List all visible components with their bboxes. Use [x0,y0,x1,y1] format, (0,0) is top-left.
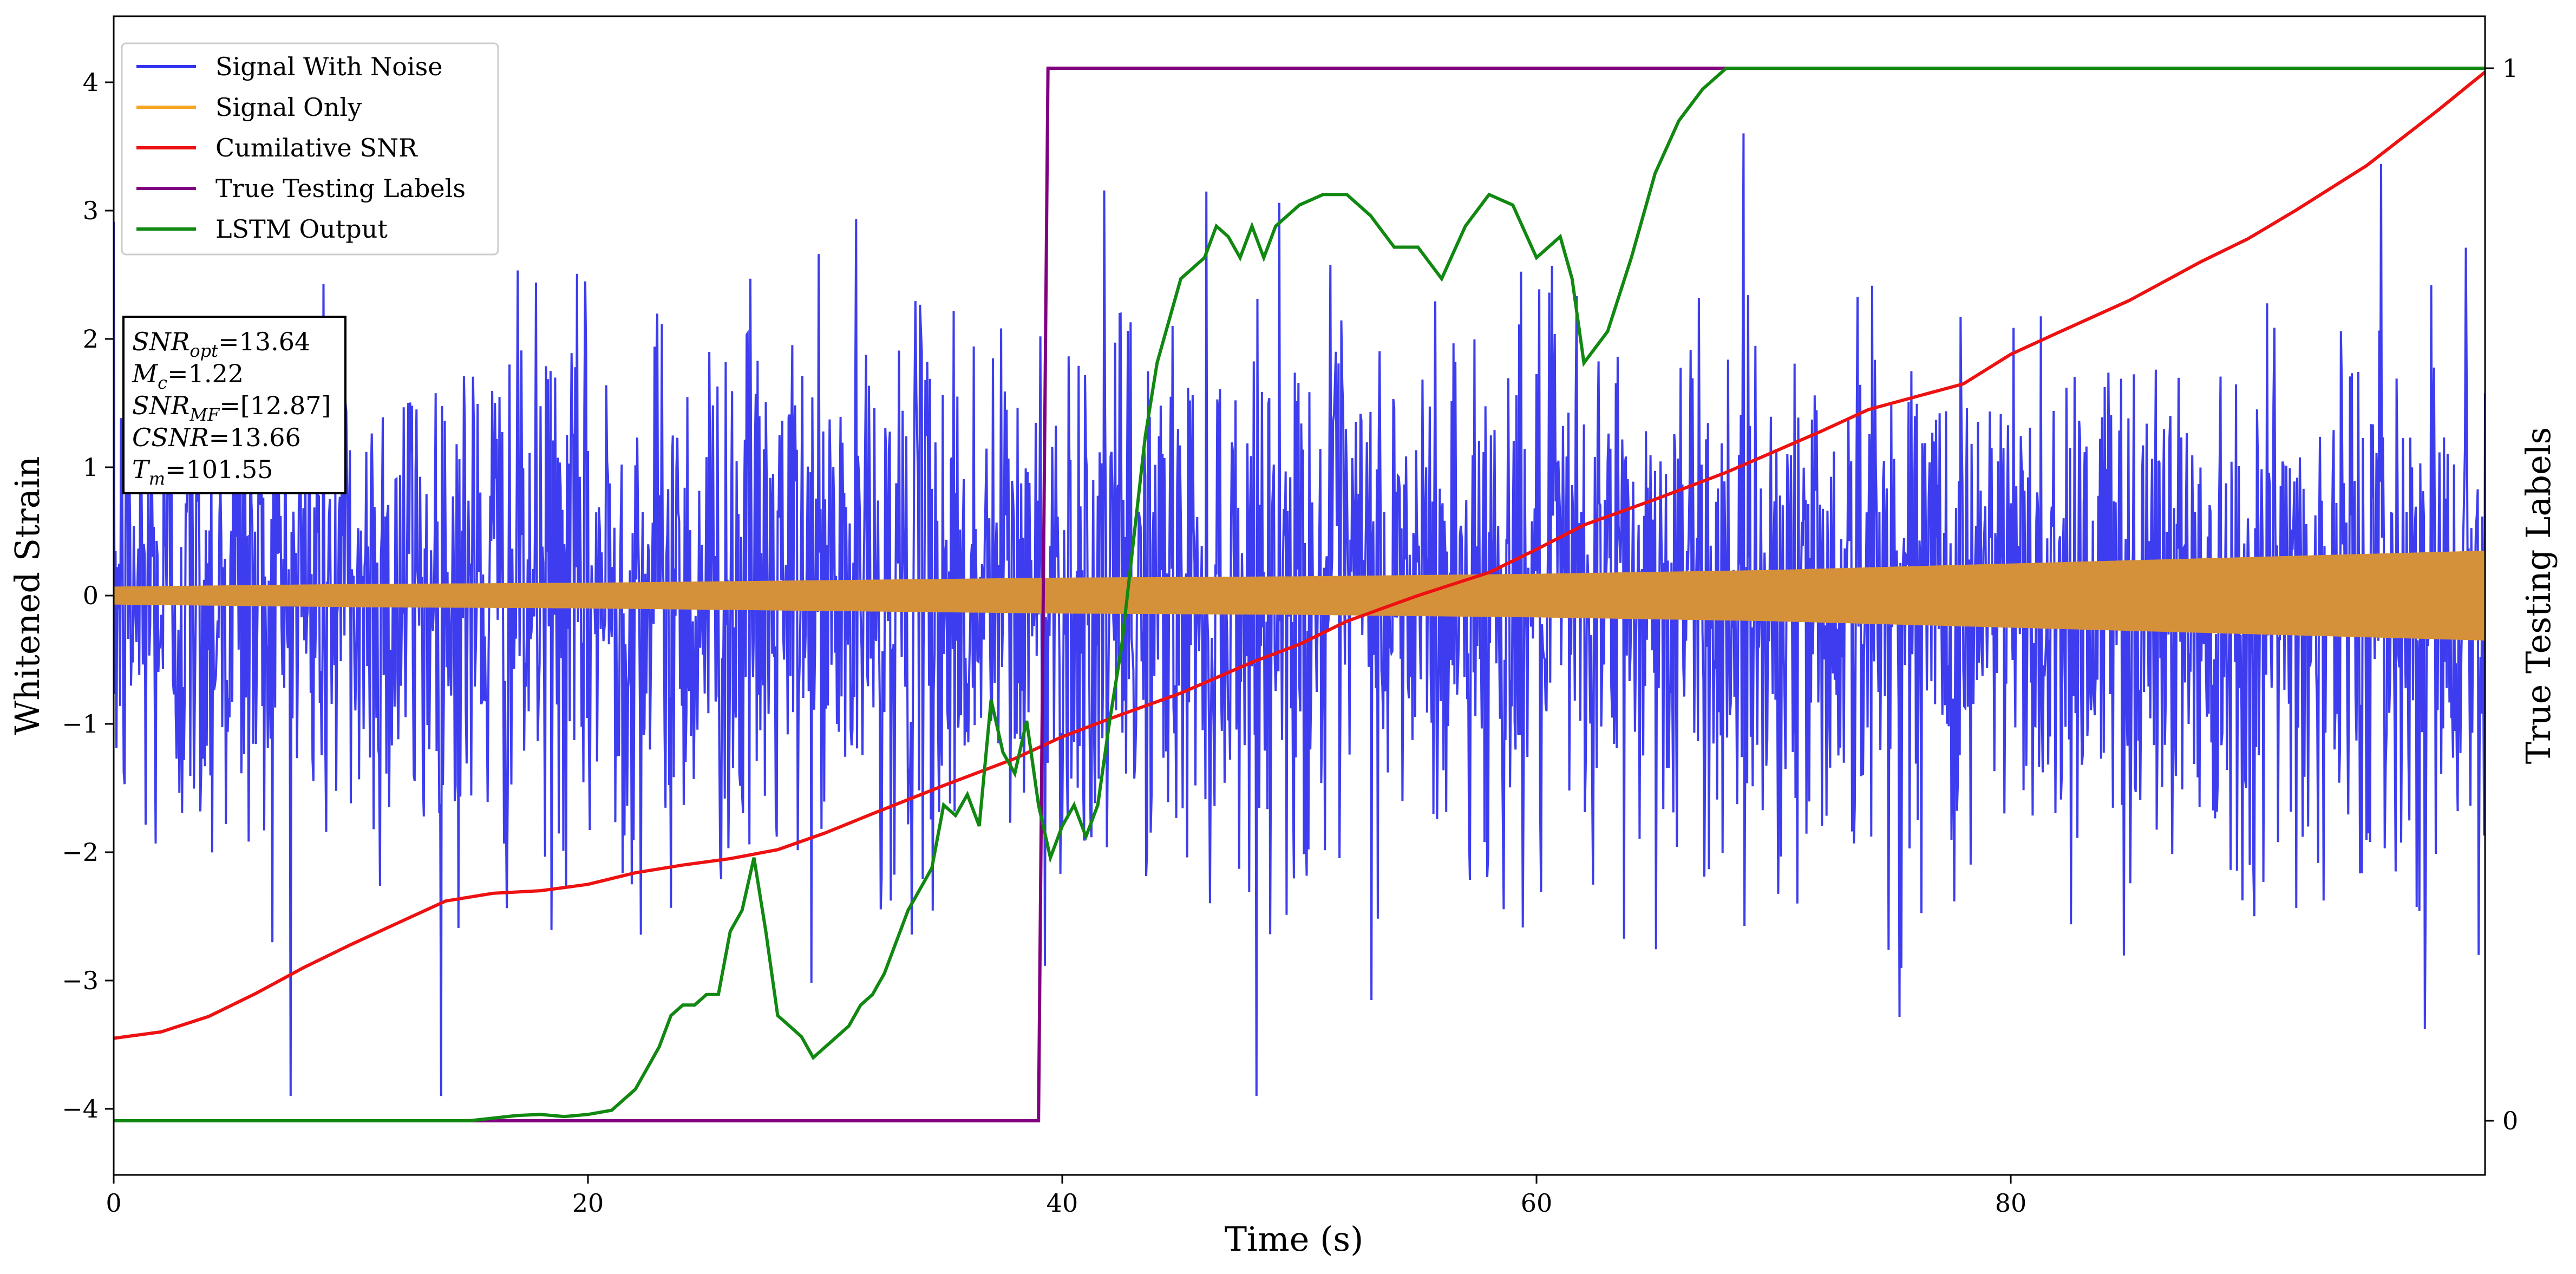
y2-tick-label: 1 [2502,54,2518,83]
legend-label: Signal With Noise [215,52,442,81]
info-box-frame [122,316,346,494]
series-cumilative-snr [114,70,2485,1040]
info-line: SNRMF=[12.87] [132,391,331,425]
y-tick-label: −3 [62,966,99,995]
x-tick-label: 40 [1047,1188,1078,1218]
legend-items: Signal With Noise Signal Only Cumilative S… [136,52,466,244]
right-axis: 01 [2485,54,2518,1135]
series-lstm-output [114,67,2485,1122]
y-tick-label: 3 [83,196,99,225]
info-line: SNRopt=13.64 [132,327,310,361]
legend: Signal With Noise Signal Only Cumilative S… [121,42,499,256]
y-axis-label: Whitened Strain [8,456,47,735]
y-tick-label: 2 [83,324,99,354]
y-tick-label: −2 [62,838,99,867]
info-line: CSNR=13.66 [132,423,301,452]
x-tick-label: 0 [106,1188,121,1218]
x-tick-label: 60 [1521,1188,1553,1218]
info-lines: SNRopt=13.64Mc=1.22SNRMF=[12.87]CSNR=13.… [132,327,331,489]
series-layer [114,67,2485,1122]
info-line: Mc=1.22 [132,359,244,393]
y2-tick-label: 0 [2502,1106,2518,1135]
legend-label: LSTM Output [215,214,388,244]
series-signal-with-noise [114,133,2485,1096]
series-signal-only [114,550,2485,641]
info-box: SNRopt=13.64Mc=1.22SNRMF=[12.87]CSNR=13.… [122,316,346,494]
info-line: Tm=101.55 [132,455,273,489]
y-tick-label: −1 [62,709,99,739]
y2-axis-label: True Testing Labels [2519,427,2558,765]
legend-label: True Testing Labels [215,174,466,203]
left-axis: −4 −3 −2 −1 0 1 2 3 4 [62,68,114,1123]
y-tick-label: 0 [83,581,99,610]
y-tick-label: 1 [83,453,99,482]
legend-label: Signal Only [215,93,362,122]
x-tick-label: 20 [572,1188,604,1218]
y-tick-label: −4 [62,1094,99,1123]
y-tick-label: 4 [83,68,99,97]
legend-label: Cumilative SNR [215,133,418,162]
legend-frame [121,42,499,256]
x-tick-label: 80 [1995,1188,2027,1218]
x-axis-label: Time (s) [1225,1219,1364,1259]
x-axis: 0 20 40 60 80 [106,1175,2026,1218]
